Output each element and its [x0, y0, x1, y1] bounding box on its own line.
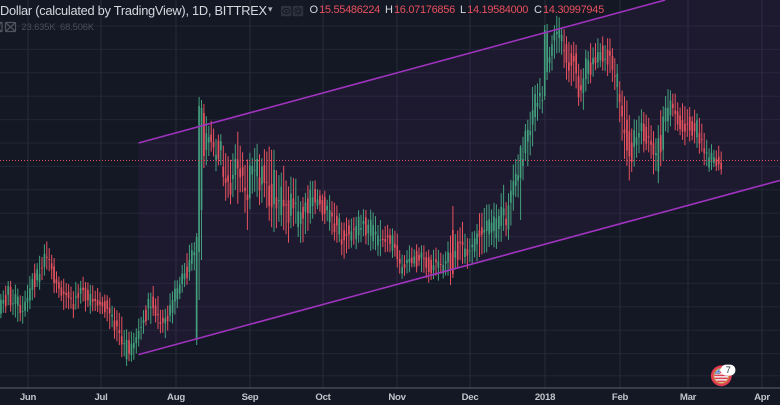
svg-text:7: 7 [726, 365, 731, 375]
